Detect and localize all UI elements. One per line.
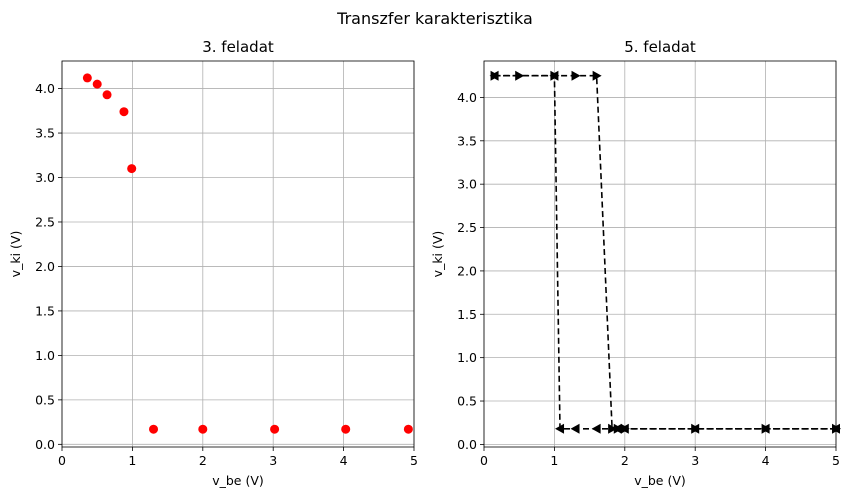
x-tick-label: 3 [269, 453, 277, 468]
x-tick-label: 1 [550, 453, 558, 468]
data-marker [570, 423, 580, 434]
y-tick-label: 3.0 [457, 177, 477, 192]
y-tick-label: 0.0 [457, 437, 477, 452]
y-tick-label: 2.0 [457, 263, 477, 278]
x-tick-label: 0 [58, 453, 66, 468]
data-marker [515, 70, 525, 81]
y-tick-label: 3.0 [35, 170, 55, 185]
axes-frame [61, 60, 415, 448]
data-point [198, 424, 208, 434]
data-point [119, 107, 129, 117]
x-tick-label: 2 [199, 453, 207, 468]
data-marker [619, 423, 629, 434]
y-tick-label: 1.5 [35, 303, 55, 318]
left-subplot: 0 1 2 3 4 5 0.0 0.5 1.0 1.5 2.0 2.5 3.0 3.5 4.0 3. fela… [8, 38, 418, 488]
x-axis-label: v_be (V) [212, 473, 264, 488]
data-marker [690, 423, 700, 434]
data-marker [831, 423, 840, 434]
x-tick-label: 4 [762, 453, 770, 468]
x-tick-label: 0 [480, 453, 488, 468]
series-line [494, 74, 836, 430]
y-tick-label: 0.5 [457, 394, 477, 409]
x-tick-label: 5 [410, 453, 418, 468]
y-tick-label: 0.5 [35, 392, 55, 407]
x-tick-label: 3 [691, 453, 699, 468]
data-marker [489, 70, 499, 81]
x-axis-label: v_be (V) [634, 473, 686, 488]
x-tick-label: 4 [340, 453, 348, 468]
y-axis-label: v_ki (V) [8, 231, 23, 278]
y-tick-label: 1.0 [35, 348, 55, 363]
y-tick-label: 2.5 [35, 214, 55, 229]
x-tick-label: 5 [832, 453, 840, 468]
y-tick-label: 4.0 [457, 90, 477, 105]
y-tick-label: 2.0 [35, 259, 55, 274]
y-tick-label: 0.0 [35, 437, 55, 452]
figure-title: Transzfer karakterisztika [336, 9, 533, 28]
y-tick-label: 4.0 [35, 81, 55, 96]
y-tick-label: 3.5 [35, 126, 55, 141]
data-point [149, 424, 159, 434]
y-tick-label: 3.5 [457, 133, 477, 148]
series-line [494, 74, 836, 430]
y-tick-label: 1.5 [457, 307, 477, 322]
data-marker [592, 70, 602, 81]
axes-frame [483, 60, 837, 448]
data-marker [571, 70, 581, 81]
x-tick-label: 2 [621, 453, 629, 468]
data-point [270, 424, 280, 434]
data-point [403, 424, 413, 434]
data-marker [591, 423, 601, 434]
y-tick-label: 2.5 [457, 220, 477, 235]
subplot-title: 5. feladat [624, 38, 696, 56]
y-tick-label: 1.0 [457, 350, 477, 365]
x-tick-label: 1 [128, 453, 136, 468]
subplot-title: 3. feladat [202, 38, 274, 56]
y-axis-label: v_ki (V) [430, 231, 445, 278]
right-subplot: 0 1 2 3 4 5 0.0 0.5 1.0 1.5 2.0 2.5 3.0 3.5 4.0 5. fela… [430, 38, 841, 488]
data-marker [612, 423, 622, 434]
data-point [92, 79, 102, 89]
data-point [341, 424, 351, 434]
data-marker [549, 70, 559, 81]
data-marker [555, 423, 565, 434]
data-marker [760, 423, 770, 434]
data-point [127, 164, 137, 174]
data-point [82, 73, 92, 83]
data-point [102, 90, 112, 100]
